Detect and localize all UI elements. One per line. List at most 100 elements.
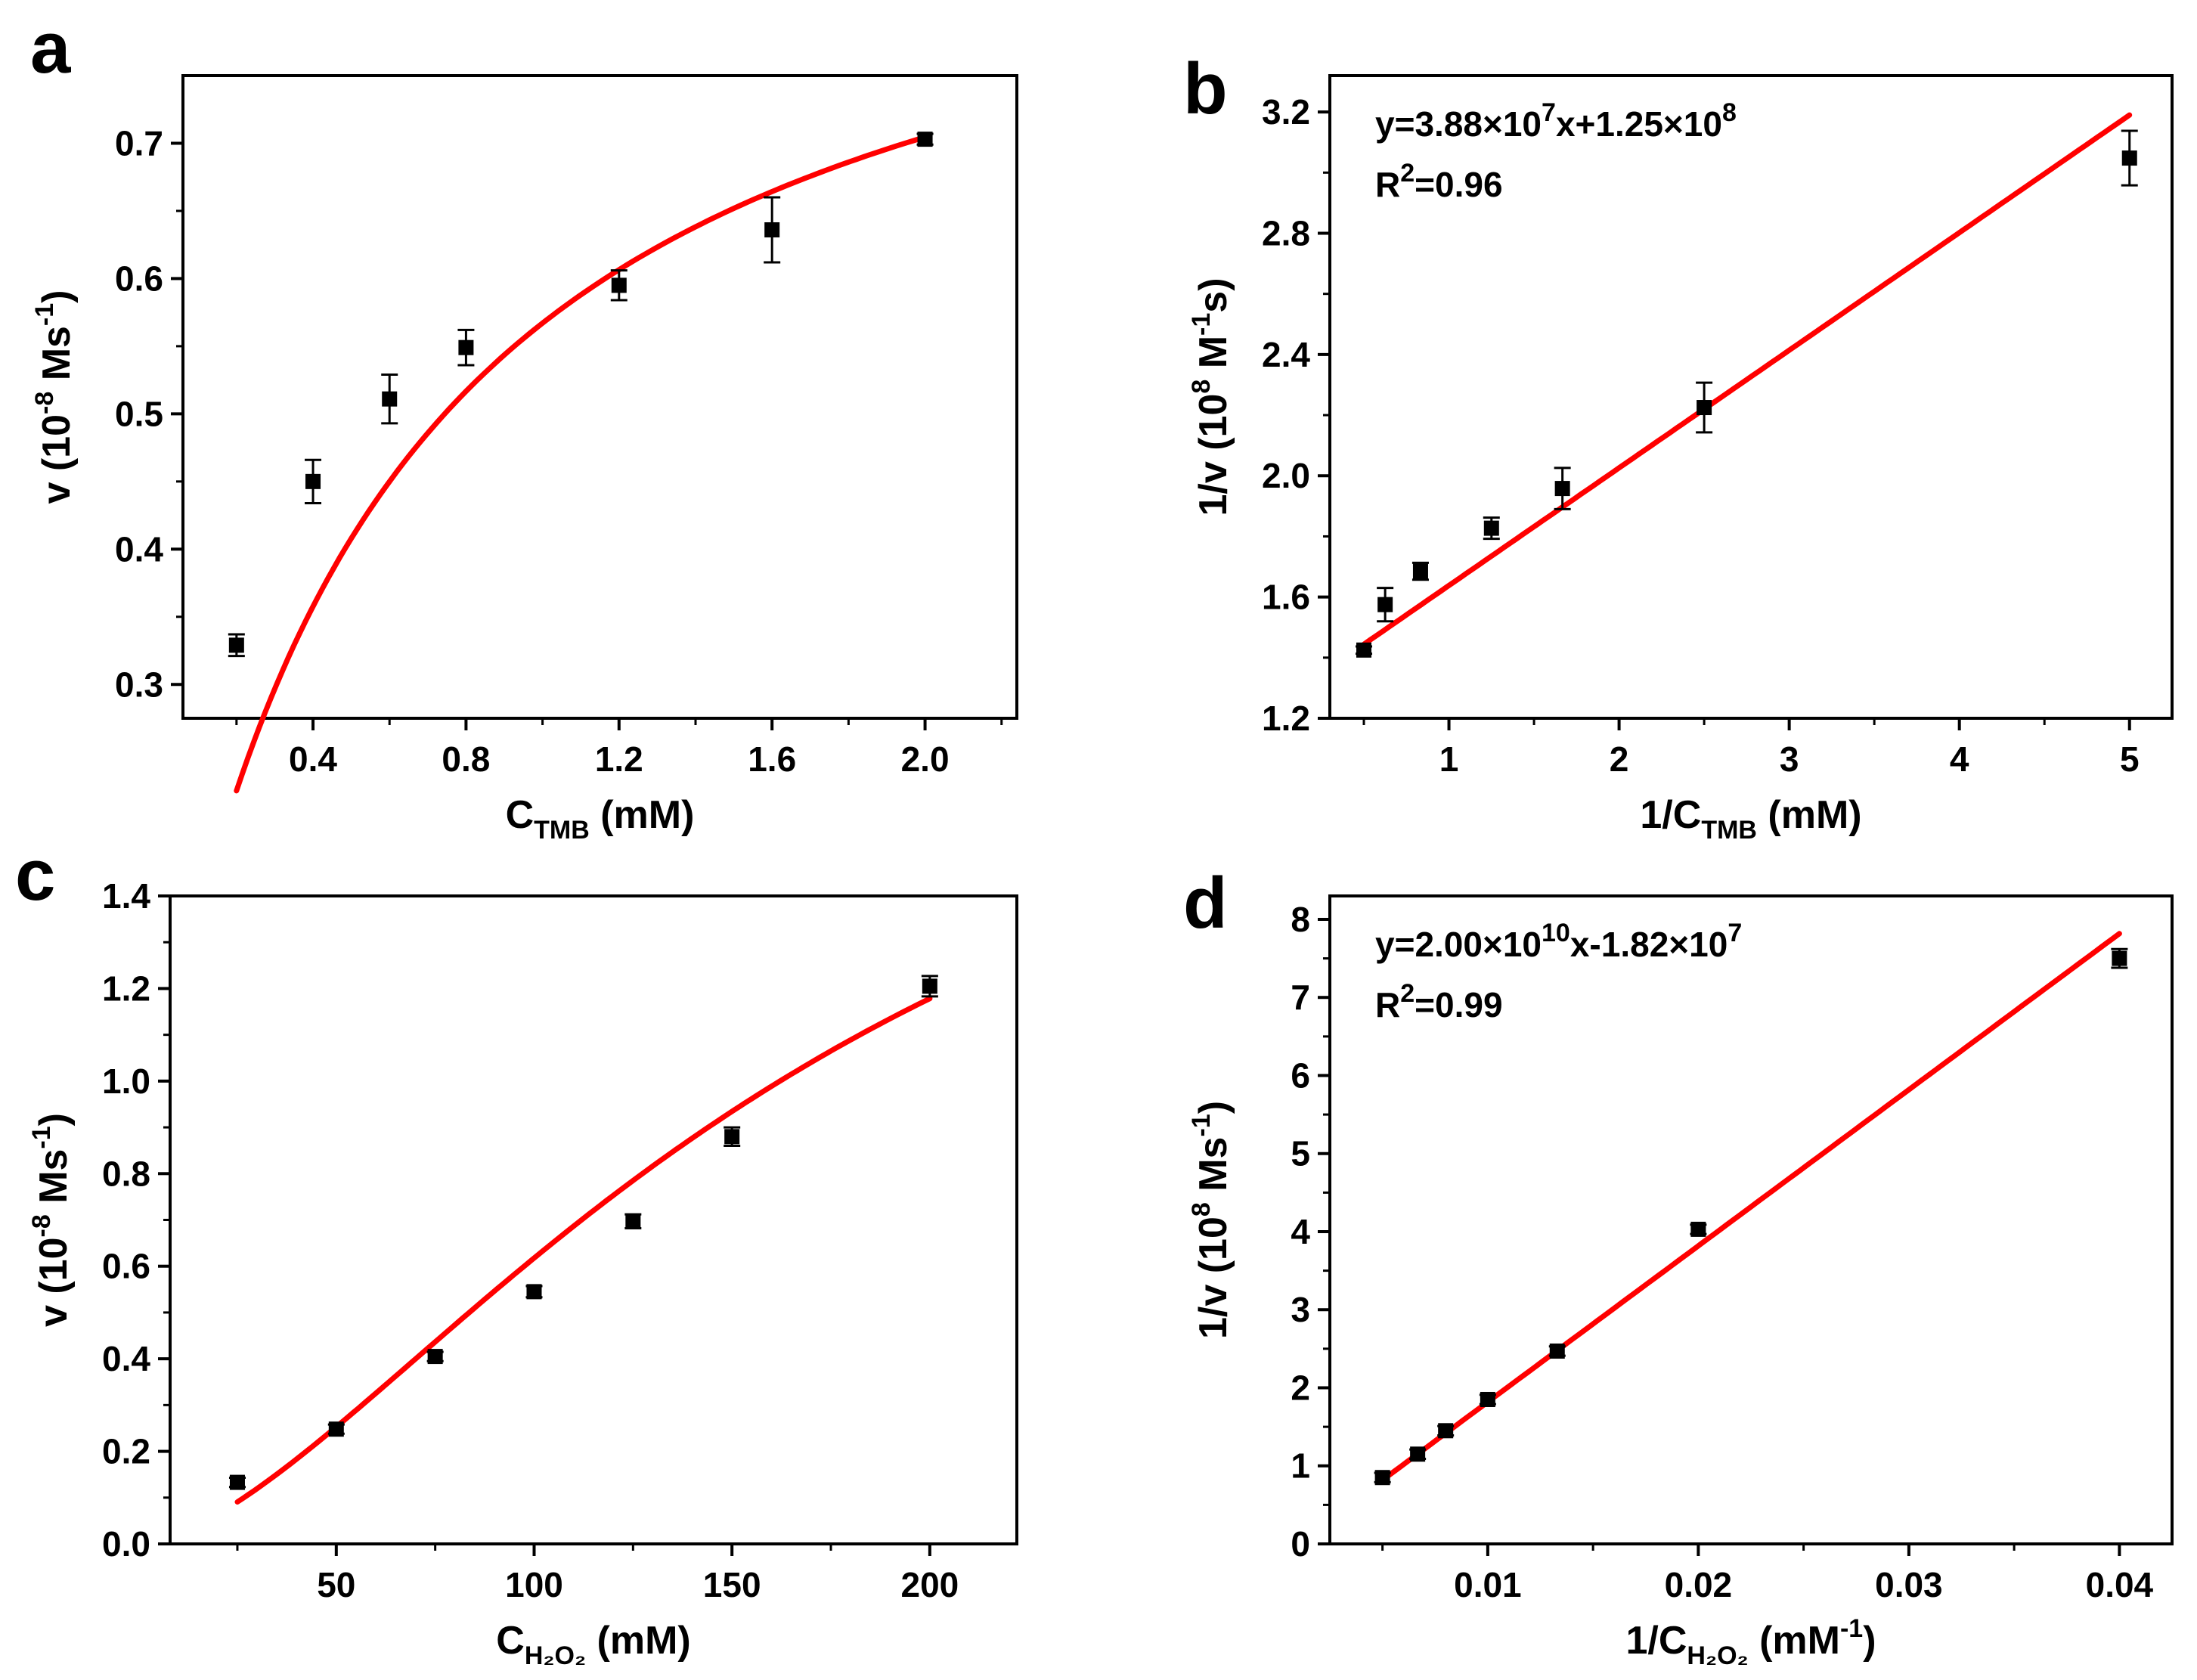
y-axis-label-superscript: -8 [27, 1214, 56, 1237]
y-axis-label-superscript: 8 [1187, 1202, 1216, 1217]
data-point [526, 1284, 542, 1300]
panel-letter: c [15, 835, 55, 916]
x-axis-label-subscript: H₂O₂ [1687, 1641, 1748, 1670]
data-point [611, 277, 627, 293]
y-tick-label: 5 [1291, 1134, 1310, 1173]
data-point [328, 1421, 344, 1437]
data-point [2112, 950, 2127, 966]
y-axis-label: v (10-8 Ms-1) [30, 290, 79, 504]
x-tick-label: 100 [505, 1565, 563, 1604]
equation-exponent: 7 [1542, 98, 1556, 127]
fit-line [1380, 931, 2122, 1483]
y-tick-label: 2.4 [1262, 335, 1310, 374]
x-tick-label: 2.0 [901, 739, 950, 779]
x-axis-label-main: C [496, 1619, 525, 1663]
chart-panel-a: a 0.4 0.8 1.2 1.6 2.0 0.3 0.4 0.5 0.6 0.7 CTMB (mM)… [30, 8, 1018, 845]
equation-part: y=2.00×10 [1375, 925, 1542, 964]
panel-letter: b [1183, 48, 1228, 129]
y-tick-label: 1.2 [102, 969, 150, 1008]
y-tick-label: 3 [1291, 1290, 1310, 1329]
y-axis-label-superscript: -1 [1187, 313, 1216, 336]
equation-exponent: 7 [1728, 919, 1742, 947]
panel-letter: a [30, 8, 71, 88]
data-point [1554, 481, 1570, 497]
y-axis-label-superscript: -1 [27, 1126, 56, 1148]
equation-part: x+1.25×10 [1556, 104, 1722, 144]
y-tick-label: 1 [1291, 1446, 1310, 1486]
fit-equation: y=2.00×1010x-1.82×107 [1375, 919, 1742, 964]
data-point [1374, 1470, 1390, 1486]
x-axis-label-unit: (mM [1749, 1619, 1840, 1663]
data-point [1480, 1391, 1495, 1407]
y-axis-label-unit: Ms [35, 326, 79, 392]
x-axis-label-close: ) [1863, 1619, 1876, 1663]
y-axis-label-superscript: 8 [1187, 380, 1216, 394]
x-tick-label: 0.01 [1454, 1565, 1522, 1604]
equation-part: x-1.82×10 [1570, 925, 1728, 964]
y-axis-label: 1/v (108 M-1s) [1187, 277, 1235, 516]
equation-exponent: 10 [1542, 919, 1570, 947]
x-tick-label: 5 [2120, 739, 2140, 779]
y-axis-label-close: ) [35, 290, 79, 302]
x-axis-label-main: 1/C [1625, 1619, 1687, 1663]
x-tick-label: 150 [703, 1565, 761, 1604]
data-point [229, 1474, 245, 1490]
y-tick-label: 0.2 [102, 1432, 150, 1471]
y-axis-label-close: ) [1191, 1101, 1235, 1114]
x-axis-label-subscript: H₂O₂ [525, 1641, 586, 1670]
equation-part: y=3.88×10 [1375, 104, 1542, 144]
chart-panel-c: c 50 100 150 200 0.0 0.2 0.4 0.6 0.8 1.0 1.2 1.4 CH₂O… [15, 835, 1018, 1670]
data-point [1410, 1446, 1426, 1462]
y-tick-label: 2 [1291, 1368, 1310, 1407]
r-squared: R2=0.96 [1375, 159, 1503, 204]
y-axis-label-unit: Ms [32, 1149, 76, 1215]
y-tick-label: 1.6 [1262, 578, 1310, 617]
data-point [724, 1129, 740, 1145]
equation-exponent: 8 [1722, 98, 1737, 127]
x-axis-label: CH₂O₂ (mM) [496, 1619, 690, 1670]
x-tick-label: 0.8 [442, 739, 490, 779]
data-point [1483, 520, 1499, 536]
plot-frame [169, 894, 1018, 1545]
data-point [1377, 597, 1393, 612]
x-tick-label: 3 [1780, 739, 1799, 779]
data-point [1356, 642, 1372, 658]
y-axis-label-main: v (10 [35, 414, 79, 504]
x-tick-label: 1.2 [595, 739, 643, 779]
plot-frame [181, 74, 1018, 720]
x-axis-label: CTMB (mM) [506, 793, 695, 845]
y-tick-label: 0.6 [102, 1247, 150, 1286]
y-tick-label: 1.4 [102, 876, 150, 916]
x-tick-label: 0.02 [1665, 1565, 1733, 1604]
data-point [305, 473, 321, 489]
x-axis-label: 1/CTMB (mM) [1640, 793, 1861, 845]
data-point [922, 978, 937, 994]
chart-panel-b: b 1 2 3 4 5 1.2 1.6 2.0 2.4 2.8 3.2 1/CTMB (mM) 1/v (… [1183, 48, 2174, 845]
r-squared-symbol: R [1375, 985, 1400, 1024]
y-tick-label: 0.0 [102, 1524, 150, 1564]
data-point [1412, 563, 1428, 579]
y-axis-label-close: s) [1191, 277, 1235, 312]
x-tick-label: 0.04 [2086, 1565, 2154, 1604]
x-tick-label: 0.4 [289, 739, 337, 779]
fit-line [234, 134, 928, 794]
data-point [382, 391, 398, 407]
y-axis-label-superscript: -1 [1187, 1114, 1216, 1136]
x-axis-label-unit: (mM) [590, 793, 695, 837]
x-tick-label: 1 [1439, 739, 1459, 779]
x-axis-label-subscript: TMB [1701, 816, 1757, 845]
y-tick-label: 4 [1291, 1212, 1310, 1251]
y-tick-label: 0 [1291, 1524, 1310, 1564]
y-tick-label: 6 [1291, 1055, 1310, 1095]
y-axis-label-unit: M [1191, 336, 1235, 380]
data-point [1438, 1423, 1454, 1439]
y-tick-label: 0.4 [115, 529, 163, 569]
x-axis-label-main: C [506, 793, 535, 837]
x-tick-label: 4 [1950, 739, 1969, 779]
r-squared-value: =0.99 [1415, 985, 1502, 1024]
y-axis-label-close: ) [32, 1113, 76, 1126]
fit-equation: y=3.88×107x+1.25×108 [1375, 98, 1737, 144]
y-axis-label: v (10-8 Ms-1) [27, 1113, 76, 1327]
y-tick-label: 8 [1291, 900, 1310, 939]
r-squared-value: =0.96 [1415, 165, 1502, 204]
